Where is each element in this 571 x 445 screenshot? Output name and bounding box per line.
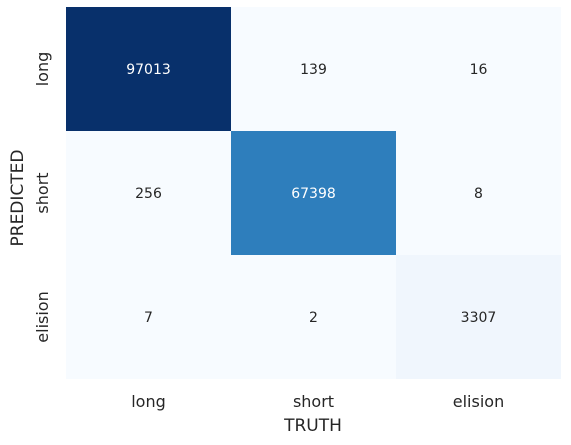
y-tick-label: short	[33, 172, 52, 213]
heatmap-cell-elision-long	[66, 255, 231, 379]
heatmap-cell-long-short	[231, 7, 396, 131]
cell-value-label: 7	[144, 310, 153, 326]
x-tick-label: elision	[453, 392, 504, 411]
cell-value-label: 256	[135, 186, 162, 202]
x-tick-label: long	[131, 392, 166, 411]
cell-value-label: 67398	[291, 186, 336, 202]
heatmap-cell-long-long	[66, 7, 231, 131]
x-tick-label: short	[293, 392, 334, 411]
cell-value-label: 97013	[126, 62, 171, 78]
heatmap-cell-short-elision	[396, 131, 561, 255]
cell-value-label: 16	[470, 62, 488, 78]
heatmap-cell-elision-short	[231, 255, 396, 379]
cell-value-label: 8	[474, 186, 483, 202]
heatmap-cells	[66, 7, 561, 379]
heatmap-cell-short-long	[66, 131, 231, 255]
x-axis-ticks: long short elision	[131, 392, 504, 411]
y-axis-ticks: long short elision	[33, 52, 52, 343]
heatmap-cell-elision-elision	[396, 255, 561, 379]
cell-value-label: 139	[300, 62, 327, 78]
y-tick-label: long	[33, 52, 52, 87]
heatmap-cell-long-elision	[396, 7, 561, 131]
y-tick-label: elision	[33, 291, 52, 342]
y-axis-label: PREDICTED	[8, 150, 28, 247]
x-axis-label: TRUTH	[283, 416, 342, 436]
cell-value-label: 2	[309, 310, 318, 326]
cell-value-label: 3307	[461, 310, 497, 326]
heatmap-cell-labels: 97013 139 16 256 67398 8 7 2 3307	[126, 62, 496, 326]
heatmap-cell-short-short	[231, 131, 396, 255]
